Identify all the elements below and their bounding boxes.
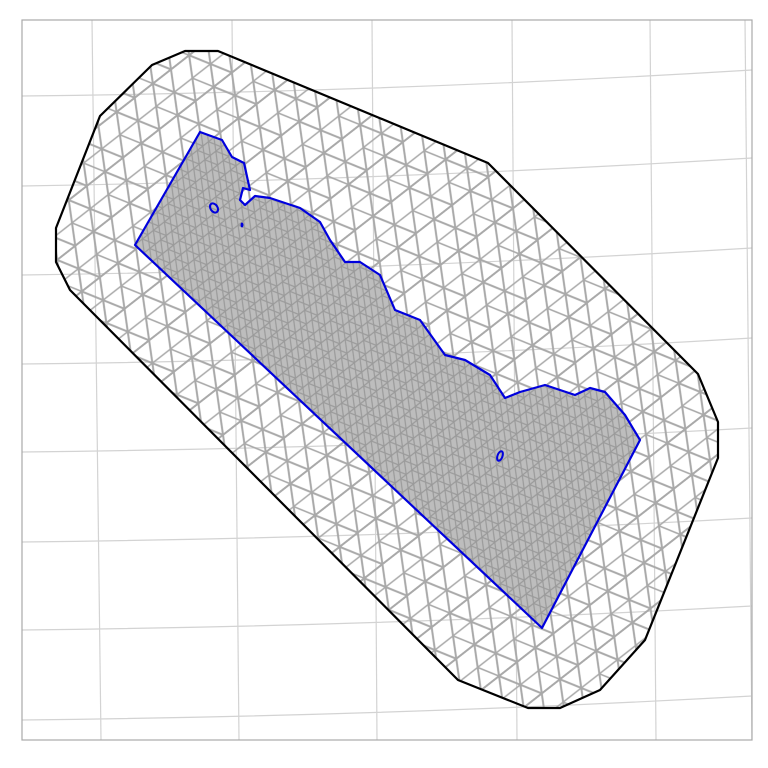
island-boundary bbox=[208, 202, 220, 214]
inner-mesh bbox=[135, 132, 640, 628]
inner-boundary bbox=[133, 130, 642, 630]
outer-boundary bbox=[54, 49, 720, 710]
island-boundary bbox=[496, 450, 504, 462]
panel-border bbox=[21, 19, 753, 741]
island-boundary bbox=[240, 222, 244, 228]
